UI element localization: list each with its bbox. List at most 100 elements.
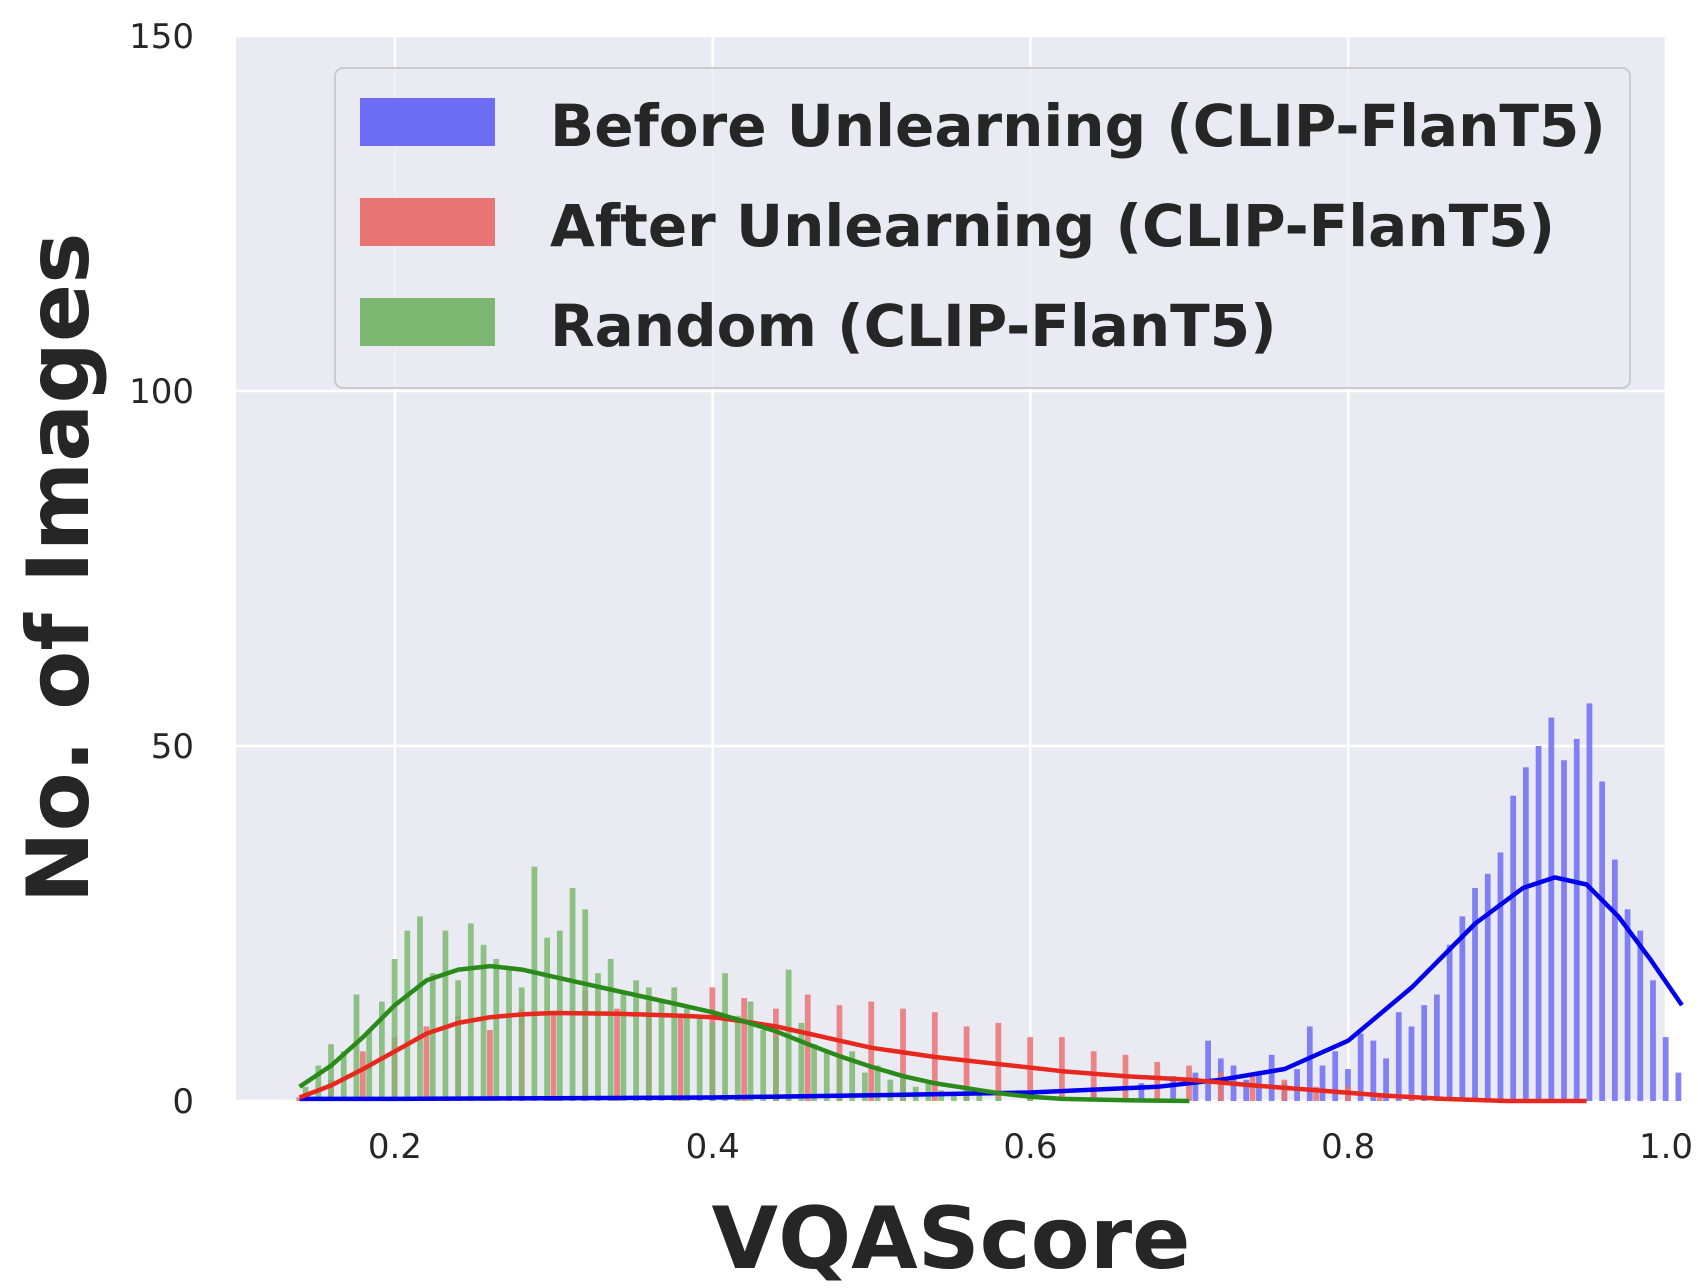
histogram-bar xyxy=(868,1001,875,1101)
histogram-bar xyxy=(1421,1005,1428,1101)
x-axis-ticks: 0.2 0.4 0.6 0.8 1.0 xyxy=(368,1127,1693,1167)
histogram-bar xyxy=(963,1026,970,1101)
histogram-bar xyxy=(423,1026,430,1101)
y-axis-title: No. of Images xyxy=(9,233,109,904)
kde-line xyxy=(298,1010,1587,1104)
histogram-bar xyxy=(862,1072,868,1101)
histogram-bar xyxy=(620,994,627,1101)
histogram-bar xyxy=(874,1065,881,1101)
x-tick-label: 0.6 xyxy=(1003,1127,1057,1167)
histogram-bar xyxy=(1459,916,1466,1101)
x-tick-label: 0.2 xyxy=(368,1127,422,1167)
y-tick-label: 50 xyxy=(151,727,194,767)
histogram-bar xyxy=(1306,1026,1313,1101)
histogram-bar xyxy=(951,1093,957,1101)
histogram-bar xyxy=(696,1015,703,1101)
histogram-bar xyxy=(1345,1069,1351,1101)
histogram-bar xyxy=(487,1030,493,1101)
histogram-bar xyxy=(518,987,525,1101)
histogram-bar xyxy=(804,994,811,1101)
histogram-bar xyxy=(1484,873,1491,1101)
kde-line xyxy=(298,963,1190,1104)
histogram-bar xyxy=(995,1097,1002,1101)
histogram-bar xyxy=(1319,1065,1326,1101)
histogram-bar xyxy=(1268,1054,1275,1101)
histogram-bar xyxy=(760,1030,767,1101)
histogram-bar xyxy=(1650,980,1656,1101)
y-tick-label: 0 xyxy=(172,1082,194,1122)
histogram-bar xyxy=(569,888,576,1101)
histogram-bar xyxy=(614,1008,620,1101)
histogram-bar xyxy=(1586,703,1593,1101)
legend: Before Unlearning (CLIP-FlanT5) After Un… xyxy=(334,67,1631,389)
histogram-bar xyxy=(550,1012,557,1101)
kde-line xyxy=(299,875,1684,1102)
histogram-bar xyxy=(1434,994,1440,1101)
histogram-bar xyxy=(1249,1076,1256,1101)
histogram-bar xyxy=(417,916,423,1101)
histogram-bar xyxy=(900,1008,906,1101)
histogram-bar xyxy=(1599,781,1606,1101)
histogram-bar xyxy=(391,959,398,1101)
histogram-bar xyxy=(315,1065,322,1101)
histogram-bar xyxy=(1472,888,1478,1101)
histogram-bar xyxy=(1154,1061,1161,1101)
legend-swatch-after xyxy=(360,198,495,246)
histogram-bar xyxy=(709,1022,716,1101)
x-tick-label: 0.8 xyxy=(1321,1127,1375,1167)
histogram-bar xyxy=(1624,909,1631,1101)
legend-label-random: Random (CLIP-FlanT5) xyxy=(550,292,1277,360)
histogram-bar xyxy=(1313,1086,1320,1101)
legend-box xyxy=(334,67,1631,389)
histogram-bar xyxy=(1497,852,1504,1101)
x-tick-label: 1.0 xyxy=(1639,1127,1693,1167)
histogram-bar xyxy=(1243,1079,1250,1101)
histogram-bar xyxy=(1446,944,1453,1101)
histogram-bar xyxy=(671,987,678,1101)
legend-label-after: After Unlearning (CLIP-FlanT5) xyxy=(550,192,1555,260)
histogram-bar xyxy=(404,930,411,1101)
histogram-bar xyxy=(1205,1040,1211,1101)
legend-swatch-before xyxy=(360,98,495,146)
histogram-bar xyxy=(836,1058,843,1101)
histogram-bar xyxy=(1662,1037,1669,1101)
histogram-bar xyxy=(1332,1051,1339,1101)
histogram-bar xyxy=(353,994,360,1101)
x-tick-label: 0.4 xyxy=(686,1127,740,1167)
histogram-bar xyxy=(359,1051,366,1101)
histogram-bar xyxy=(1548,717,1555,1101)
histogram-bar xyxy=(1637,930,1644,1101)
histogram-bar xyxy=(480,944,487,1101)
histogram-bar xyxy=(340,1051,347,1101)
histogram-bar xyxy=(544,937,550,1101)
histogram-bar xyxy=(467,923,474,1101)
histogram-bar xyxy=(493,959,500,1101)
histogram-bar xyxy=(900,1076,906,1101)
histogram-bar xyxy=(684,1008,690,1101)
histogram-bar xyxy=(1192,1072,1199,1101)
histogram-bar xyxy=(455,980,462,1101)
histogram-bar xyxy=(328,1044,334,1101)
histogram-bar xyxy=(823,1051,830,1101)
histogram-bar xyxy=(556,930,563,1101)
y-tick-label: 100 xyxy=(129,372,194,412)
histogram-bar xyxy=(1611,859,1618,1101)
histogram-bar xyxy=(722,973,728,1101)
y-tick-label: 150 xyxy=(129,17,194,57)
histogram-bar xyxy=(1408,1026,1415,1101)
histogram-bar xyxy=(887,1079,894,1101)
histogram-bar xyxy=(645,987,652,1101)
histogram-bar xyxy=(836,1005,843,1101)
histogram-bar xyxy=(1561,760,1567,1101)
histogram-bar xyxy=(607,959,614,1101)
histogram-bar xyxy=(1281,1079,1288,1101)
histogram-bar xyxy=(798,1022,805,1101)
histogram-bar xyxy=(1294,1069,1300,1101)
histogram-bar xyxy=(1523,767,1529,1101)
histogram-bar xyxy=(811,1044,817,1101)
legend-swatch-random xyxy=(360,298,495,346)
x-axis-title: VQAScore xyxy=(712,1189,1191,1288)
histogram-bar xyxy=(677,1015,684,1101)
histogram-bar xyxy=(741,998,748,1101)
histogram-bar xyxy=(582,909,589,1101)
